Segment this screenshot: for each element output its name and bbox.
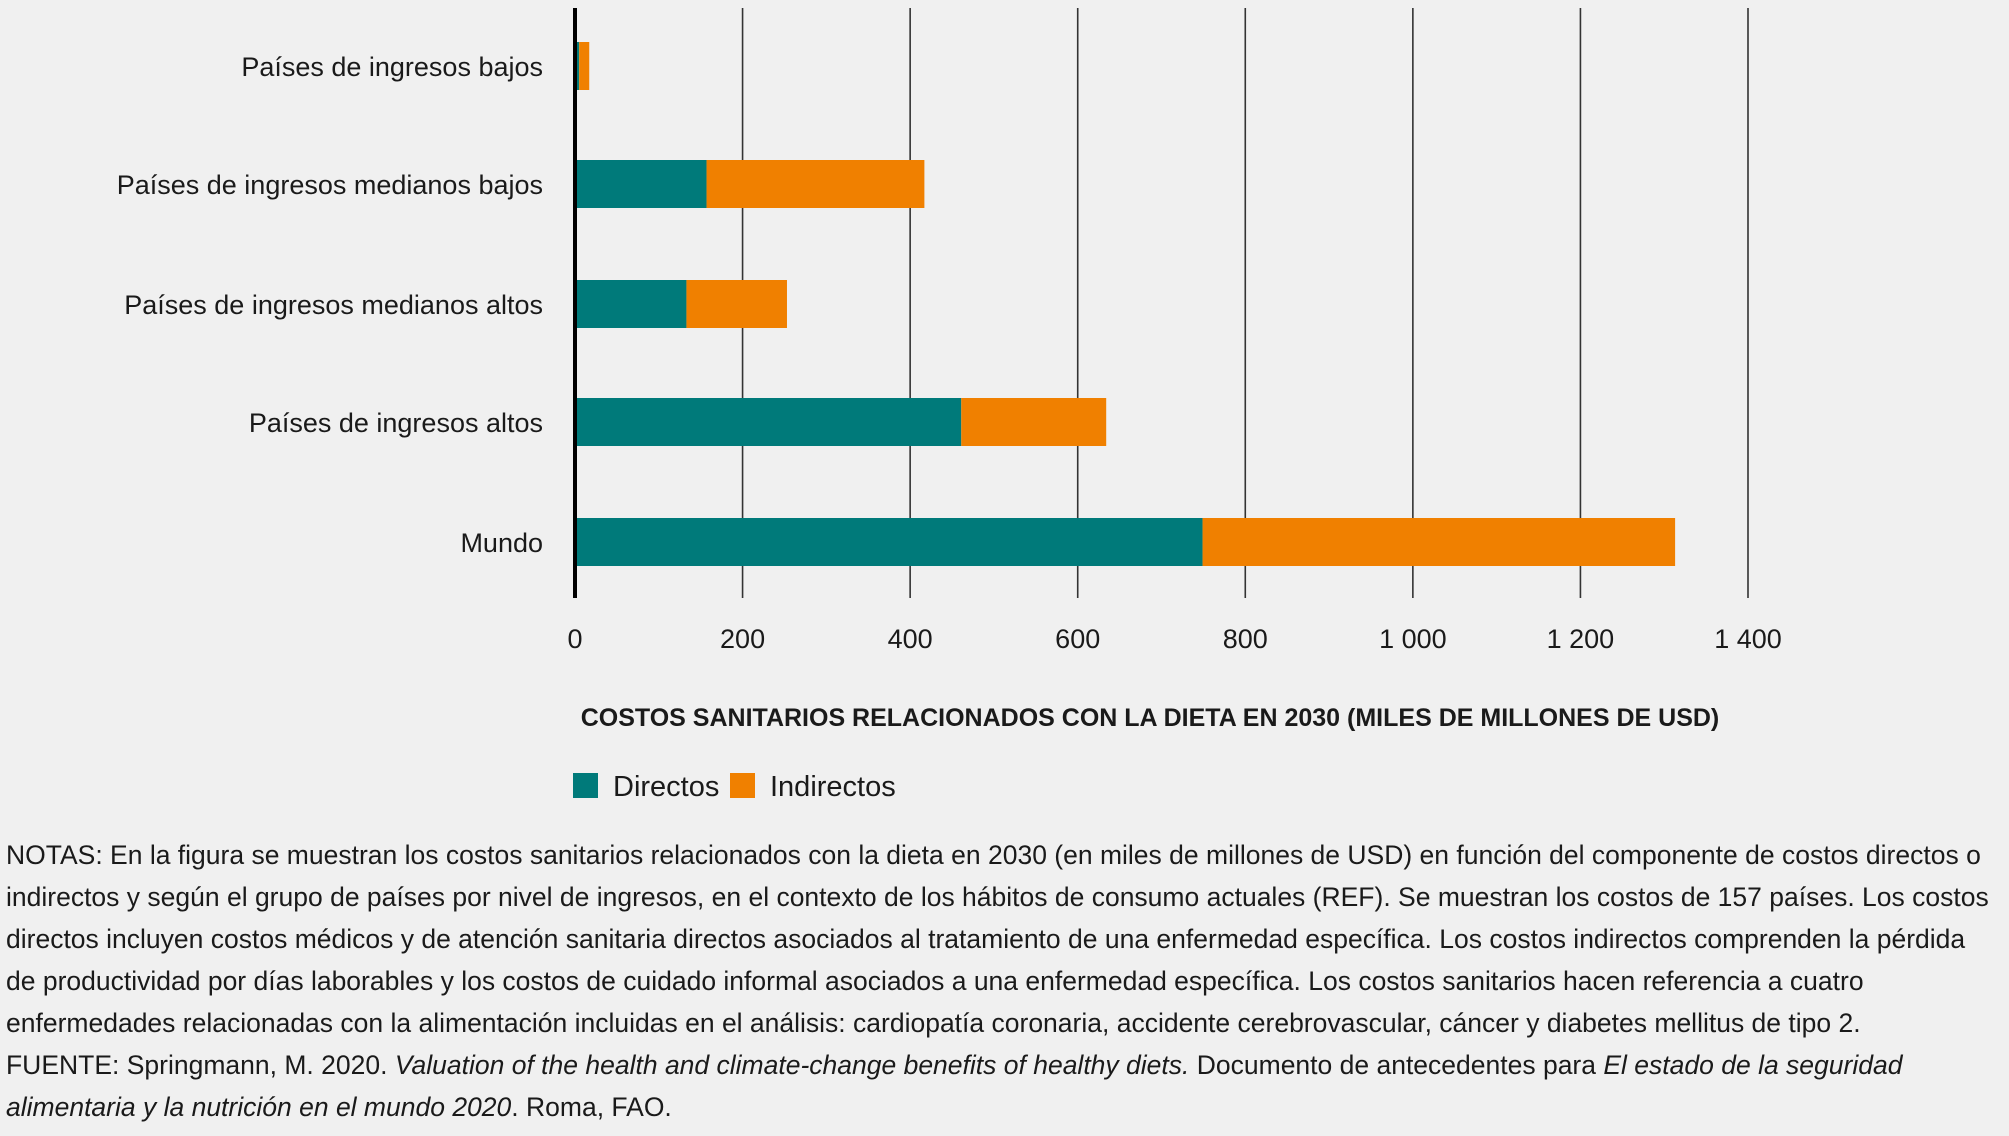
source-text: FUENTE: Springmann, M. 2020. Valuation o… xyxy=(6,1044,2001,1128)
bar-segment xyxy=(706,160,925,208)
legend-label: Indirectos xyxy=(770,771,896,803)
bar-segment xyxy=(579,42,590,90)
source-report-title: El estado de la seguridad alimentaria y … xyxy=(6,1050,1903,1122)
legend: Directos Indirectos xyxy=(573,771,896,803)
source-prefix: FUENTE: Springmann, M. 2020. xyxy=(6,1050,395,1080)
bar-segment xyxy=(1202,518,1676,566)
category-label: Países de ingresos altos xyxy=(249,408,543,438)
category-label: Países de ingresos bajos xyxy=(241,52,543,82)
notes-text: NOTAS: En la figura se muestran los cost… xyxy=(6,840,1989,1038)
x-tick-label: 600 xyxy=(1055,624,1100,654)
x-tick-label: 400 xyxy=(888,624,933,654)
bar-segment xyxy=(575,280,687,328)
legend-label: Directos xyxy=(613,771,719,803)
bar-segment xyxy=(575,42,580,90)
source-middle: Documento de antecedentes para xyxy=(1189,1050,1604,1080)
x-tick-label: 1 200 xyxy=(1547,624,1615,654)
legend-swatch xyxy=(573,773,598,798)
bar-segment xyxy=(575,160,707,208)
legend-swatch xyxy=(730,773,755,798)
gridlines xyxy=(741,8,1749,598)
x-tick-label: 800 xyxy=(1223,624,1268,654)
category-label: Países de ingresos medianos bajos xyxy=(117,170,543,200)
bar-segment xyxy=(686,280,787,328)
x-axis-title: COSTOS SANITARIOS RELACIONADOS CON LA DI… xyxy=(581,704,1720,732)
source-title: Valuation of the health and climate-chan… xyxy=(394,1050,1190,1080)
category-label: Países de ingresos medianos altos xyxy=(124,290,543,320)
bar-segment xyxy=(961,398,1107,446)
x-tick-label: 200 xyxy=(720,624,765,654)
notes-block: NOTAS: En la figura se muestran los cost… xyxy=(6,834,2001,1128)
x-tick-label: 1 400 xyxy=(1714,624,1782,654)
bars xyxy=(575,42,1676,566)
bar-segment xyxy=(575,518,1203,566)
category-label: Mundo xyxy=(460,528,543,558)
chart: Países de ingresos bajos Países de ingres… xyxy=(117,8,1782,803)
x-tick-label: 1 000 xyxy=(1379,624,1447,654)
x-tick-labels: 0 200 400 600 800 1 000 1 200 1 400 xyxy=(567,624,1781,654)
source-suffix: . Roma, FAO. xyxy=(511,1092,672,1122)
x-tick-label: 0 xyxy=(567,624,582,654)
category-labels: Países de ingresos bajos Países de ingres… xyxy=(117,52,543,558)
bar-segment xyxy=(575,398,962,446)
